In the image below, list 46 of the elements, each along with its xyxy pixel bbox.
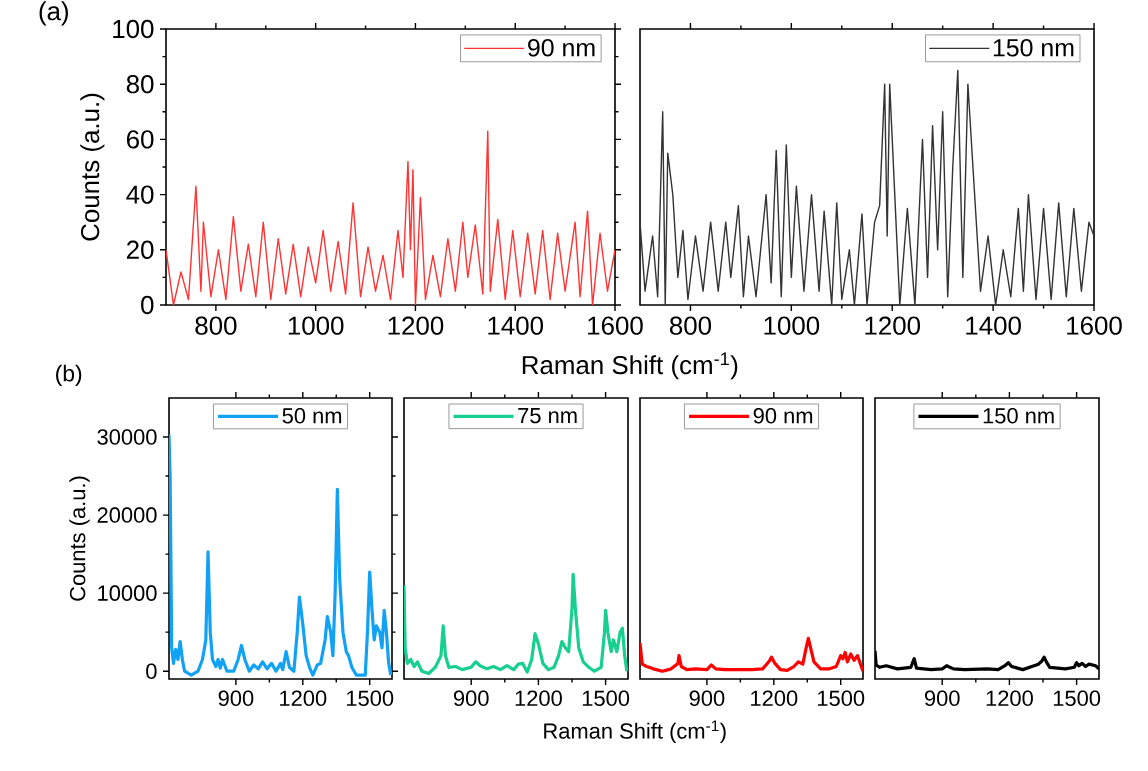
x-tick-label: 1500: [347, 690, 394, 707]
y-tick-label: 20: [126, 240, 154, 259]
x-tick-label: 800: [669, 316, 712, 335]
x-tick-label: 1000: [288, 316, 344, 335]
y-axis-title: Counts (a.u.): [69, 476, 90, 601]
x-tick-label: 1600: [1067, 316, 1122, 335]
x-tick-label: 1500: [1053, 690, 1101, 707]
legend-label: 150 nm: [983, 408, 1054, 424]
x-tick-label: 1200: [280, 690, 327, 707]
x-axis-title: Raman Shift (cm$^{-1}$): [522, 352, 738, 380]
y-tick-label: 20000: [97, 507, 157, 523]
x-tick-label: 1200: [515, 690, 562, 707]
x-tick-label: 1500: [818, 690, 865, 707]
x-tick-label: 900: [924, 690, 960, 707]
x-tick-label: 800: [195, 316, 237, 335]
y-tick-label: 10000: [98, 585, 157, 601]
x-tick-label: 1600: [588, 316, 643, 335]
y-tick-label: 0: [146, 663, 157, 679]
line-series: [166, 130, 615, 305]
x-tick-label: 1400: [966, 316, 1021, 335]
legend-label: 75 nm: [518, 408, 577, 424]
x-tick-label: 1200: [865, 316, 921, 335]
legend-label: 90 nm: [753, 408, 813, 424]
text: (a): [39, 1, 68, 26]
x-tick-label: 1200: [388, 316, 444, 335]
x-tick-label: 900: [218, 690, 254, 707]
legend-label: 150 nm: [993, 38, 1074, 57]
legend-label: 50 nm: [282, 408, 342, 424]
x-tick-label: 900: [453, 690, 489, 707]
x-tick-label: 1200: [986, 690, 1033, 707]
y-tick-label: 60: [126, 130, 154, 149]
x-tick-label: 900: [689, 690, 725, 707]
y-tick-label: 0: [141, 295, 154, 315]
text: (b): [56, 364, 82, 387]
x-axis-title: Raman Shift (cm$^{-1}$): [544, 720, 726, 744]
line-series: [169, 433, 392, 677]
y-tick-label: 80: [126, 75, 154, 94]
y-tick-label: 40: [126, 185, 154, 204]
y-tick-label: 100: [113, 19, 154, 39]
x-tick-label: 1000: [764, 316, 820, 335]
legend-label: 90 nm: [528, 38, 595, 57]
y-tick-label: 30000: [97, 429, 157, 445]
x-tick-label: 1400: [488, 316, 543, 335]
x-tick-label: 1200: [751, 690, 798, 707]
y-axis-title: Counts (a.u.): [80, 93, 105, 241]
x-tick-label: 1500: [582, 690, 630, 707]
